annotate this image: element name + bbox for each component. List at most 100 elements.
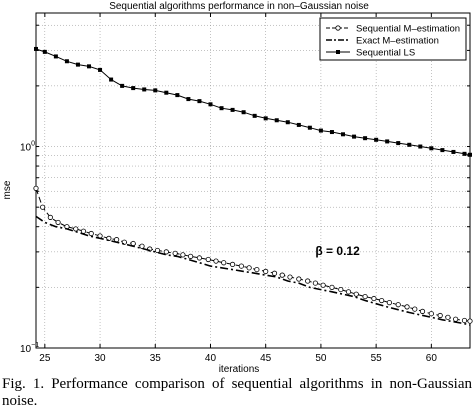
data-point <box>80 228 87 234</box>
data-point <box>42 49 47 54</box>
data-point <box>374 137 379 142</box>
figure-caption: Fig. 1. Performance comparison of sequen… <box>2 376 472 409</box>
data-point <box>164 90 169 95</box>
data-point <box>341 132 346 137</box>
series-2 <box>34 46 472 157</box>
ticks: 25 30 35 40 45 50 55 60 10−1 100 <box>20 13 470 364</box>
data-point <box>386 300 392 306</box>
data-point <box>180 252 186 258</box>
data-point <box>419 308 426 314</box>
data-point <box>312 280 318 286</box>
data-point <box>34 46 38 51</box>
data-point <box>98 67 103 72</box>
data-point <box>172 250 178 256</box>
data-point <box>238 263 245 269</box>
x-tick-label: 45 <box>260 353 272 364</box>
data-point <box>53 54 58 59</box>
data-point <box>352 134 357 139</box>
data-point <box>468 152 472 157</box>
legend-marker <box>336 50 340 54</box>
data-point <box>163 249 169 255</box>
data-point <box>55 219 61 226</box>
series-layer <box>33 46 473 326</box>
y-tick-label: 10−1 <box>20 342 39 355</box>
data-point <box>287 274 293 280</box>
data-point <box>241 110 246 115</box>
data-point <box>345 289 352 295</box>
data-point <box>230 107 235 112</box>
data-point <box>428 311 434 317</box>
data-point <box>396 141 401 146</box>
data-point <box>64 59 69 64</box>
x-tick-label: 25 <box>39 353 51 364</box>
x-tick-label: 60 <box>426 353 438 364</box>
grid <box>36 13 470 348</box>
data-point <box>371 295 377 302</box>
data-point <box>208 102 213 107</box>
data-point <box>274 118 279 123</box>
data-point <box>229 261 236 267</box>
data-point <box>279 272 285 278</box>
data-point <box>320 282 326 288</box>
data-point <box>263 268 269 274</box>
x-tick-label: 40 <box>205 353 217 364</box>
data-point <box>131 86 136 91</box>
data-point <box>87 64 92 69</box>
data-point <box>142 87 147 92</box>
series-line <box>35 215 471 326</box>
data-point <box>412 306 418 312</box>
data-point <box>88 230 94 237</box>
x-axis-label: iterations <box>219 364 260 375</box>
data-point <box>120 83 125 88</box>
legend-box <box>319 17 467 61</box>
x-tick-label: 35 <box>150 353 162 364</box>
data-point <box>175 93 180 98</box>
x-tick-label: 50 <box>315 353 327 364</box>
series-line <box>35 188 471 322</box>
data-point <box>109 77 114 82</box>
data-point <box>213 258 219 264</box>
data-point <box>254 266 260 273</box>
legend-label: Sequential M–estimation <box>356 24 460 35</box>
data-point <box>47 214 53 220</box>
data-point <box>385 139 390 144</box>
data-point <box>462 151 467 156</box>
data-point <box>461 317 468 324</box>
y-tick-label: 100 <box>20 141 35 154</box>
data-point <box>467 318 473 324</box>
data-point <box>285 120 290 125</box>
chart-title: Sequential algorithms performance in non… <box>109 1 369 12</box>
data-point <box>353 291 359 297</box>
data-point <box>75 62 80 67</box>
data-point <box>407 142 412 147</box>
data-point <box>395 302 401 308</box>
data-point <box>263 116 268 121</box>
data-point <box>453 316 459 322</box>
data-point <box>307 125 312 130</box>
data-point <box>219 106 224 111</box>
data-point <box>362 293 368 300</box>
data-point <box>451 149 456 154</box>
data-point <box>186 97 191 102</box>
data-point <box>73 226 79 232</box>
series-line <box>35 48 471 156</box>
data-point <box>296 276 302 282</box>
data-point <box>318 128 323 133</box>
series-0 <box>33 185 473 324</box>
data-point <box>379 297 385 304</box>
data-point <box>329 284 335 290</box>
data-point <box>188 253 194 259</box>
beta-annotation: β = 0.12 <box>315 244 360 258</box>
data-point <box>33 185 39 191</box>
data-point <box>221 260 227 266</box>
data-point <box>305 278 311 284</box>
legend-marker <box>335 25 341 31</box>
series-1 <box>35 215 471 326</box>
legend-label: Sequential LS <box>356 48 415 59</box>
data-point <box>196 255 203 261</box>
data-point <box>437 312 443 319</box>
data-point <box>197 99 202 104</box>
data-point <box>429 146 434 151</box>
